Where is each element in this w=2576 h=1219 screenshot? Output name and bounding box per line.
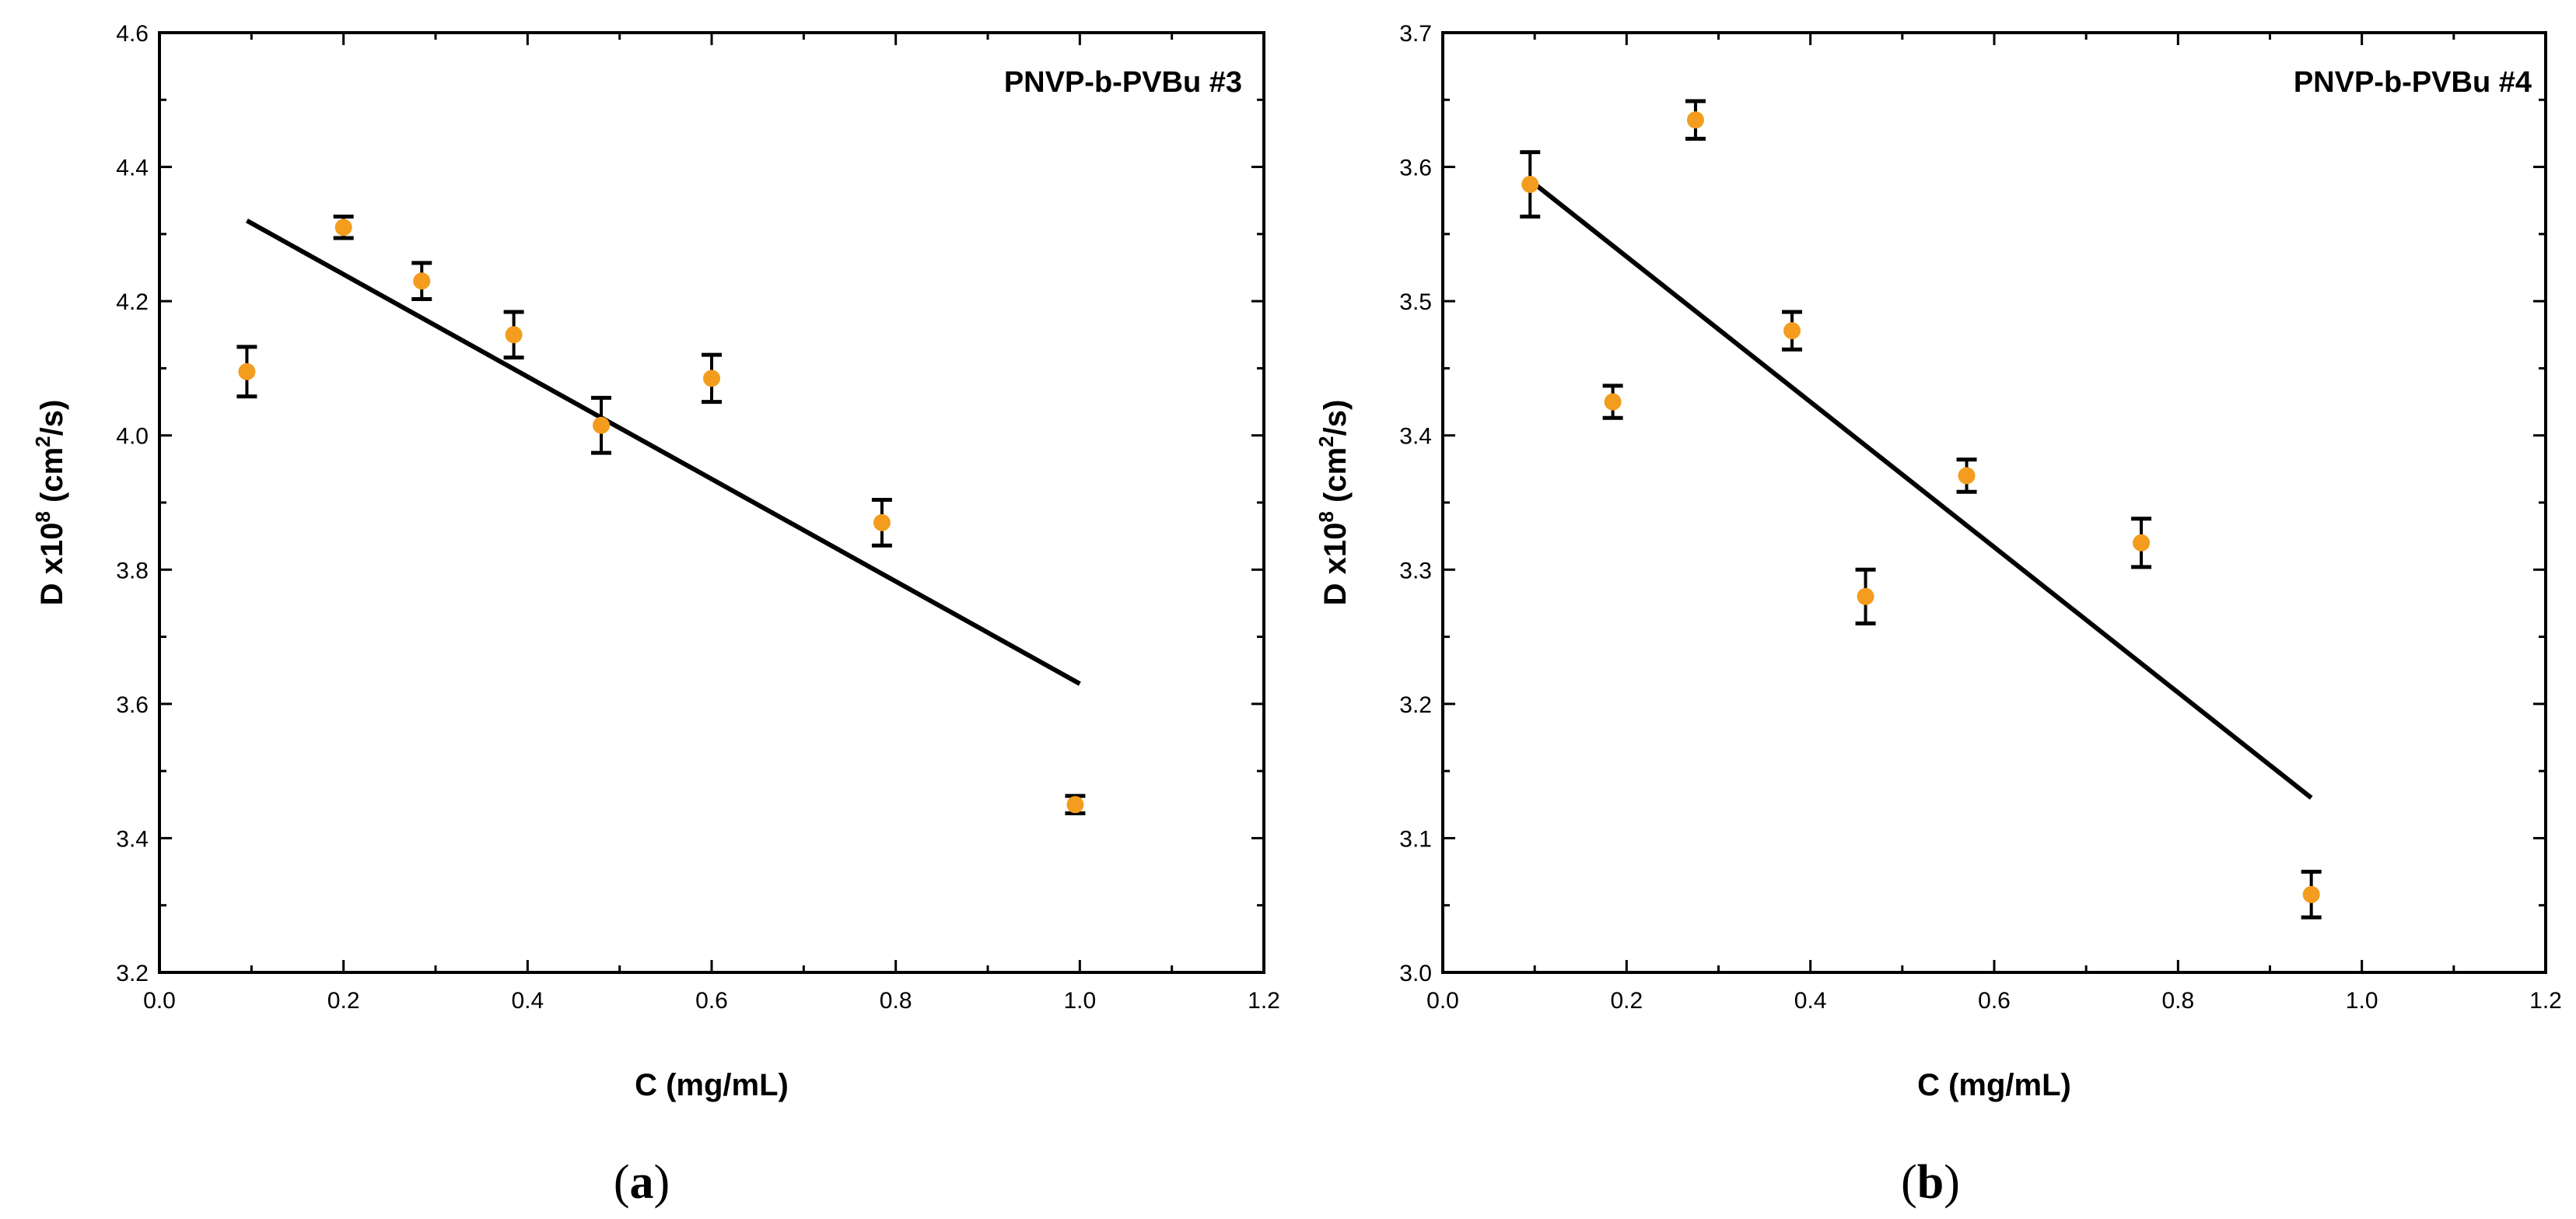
data-point (2301, 870, 2322, 920)
y-tick-label: 3.3 (1399, 558, 1432, 583)
marker (1521, 176, 1539, 194)
marker (1686, 111, 1704, 129)
x-tick-label: 0.0 (143, 988, 176, 1014)
marker (2133, 534, 2151, 552)
data-point (503, 310, 524, 360)
y-tick-label: 3.4 (116, 826, 149, 852)
x-axis-title-a: C (mg/mL) (635, 1068, 789, 1102)
y-axis-title-b-end: /s) (1318, 400, 1353, 436)
x-tick-labels-a: 0.0 0.2 0.4 0.6 0.8 1.0 1.2 (143, 988, 1280, 1014)
panel-a: 3.2 3.4 3.6 3.8 4.0 4.2 4.4 4.6 0.0 0.2 0.4 0.6 0.8… (31, 21, 1280, 1209)
y-tick-label: 3.6 (116, 692, 149, 718)
y-tick-label: 3.6 (1399, 156, 1432, 181)
marker (1604, 393, 1622, 411)
y-tick-label: 4.2 (116, 289, 149, 315)
fit-line-a (245, 218, 1081, 686)
marker (873, 513, 891, 531)
marker (1783, 322, 1801, 340)
y-tick-label: 3.2 (1399, 692, 1432, 718)
x-tick-label: 0.6 (1978, 988, 2011, 1014)
x-tick-label: 0.2 (327, 988, 360, 1014)
plot-frame-b (1441, 31, 2547, 974)
y-axis-title-a-mid: (cm (35, 447, 69, 511)
y-axis-title-a-exp1: 8 (31, 511, 54, 522)
x-tick-label: 0.8 (880, 988, 912, 1014)
y-tick-label: 3.4 (1399, 424, 1432, 450)
y-axis-title-a-exp2: 2 (31, 436, 54, 447)
x-tick-labels-b: 0.0 0.2 0.4 0.6 0.8 1.0 1.2 (1426, 988, 2562, 1014)
y-axis-title-b: D x108 (cm2/s) (1314, 400, 1353, 606)
y-tick-label: 3.5 (1399, 289, 1432, 315)
x-tick-label: 0.8 (2161, 988, 2194, 1014)
x-tick-label: 1.2 (2529, 988, 2562, 1014)
data-point (1782, 310, 1803, 352)
panel-title-a: PNVP-b-PVBu #3 (1004, 66, 1242, 99)
tick-marks-b (1441, 31, 2547, 974)
x-tick-label: 0.0 (1426, 988, 1459, 1014)
x-axis-title-b: C (mg/mL) (1917, 1068, 2071, 1102)
marker (2302, 885, 2320, 903)
y-tick-label: 4.6 (116, 21, 149, 47)
marker (1857, 587, 1874, 605)
data-point (1956, 457, 1977, 494)
y-axis-title-a-end: /s) (35, 400, 69, 436)
data-point (2131, 517, 2152, 569)
tick-marks-a (158, 31, 1265, 974)
marker (1958, 467, 1976, 485)
y-axis-title-b-mid: (cm (1318, 447, 1353, 511)
data-point (591, 395, 611, 455)
y-tick-labels-b: 3.0 3.1 3.2 3.3 3.4 3.5 3.6 3.7 (1399, 21, 1432, 986)
marker (238, 363, 256, 380)
x-tick-label: 1.2 (1248, 988, 1280, 1014)
data-point (1520, 150, 1541, 219)
y-axis-title-b-exp1: 8 (1314, 511, 1338, 522)
data-point (333, 214, 354, 240)
y-axis-title-b-exp2: 2 (1314, 436, 1338, 447)
caption-b: (b) (1901, 1156, 1960, 1209)
marker (593, 416, 610, 434)
marker (703, 370, 720, 387)
y-tick-label: 3.0 (1399, 961, 1432, 986)
y-tick-label: 4.4 (116, 156, 149, 181)
y-tick-label: 3.7 (1399, 21, 1432, 47)
caption-a-letter: a (630, 1156, 654, 1209)
y-tick-label: 4.0 (116, 424, 149, 450)
y-tick-label: 3.1 (1399, 826, 1432, 852)
marker (1066, 796, 1084, 814)
x-tick-label: 0.4 (1794, 988, 1827, 1014)
y-axis-title-b-main: D x10 (1318, 523, 1353, 606)
x-tick-label: 1.0 (1063, 988, 1096, 1014)
y-axis-title-a-main: D x10 (35, 523, 69, 606)
data-point (1685, 99, 1706, 141)
y-tick-labels-a: 3.2 3.4 3.6 3.8 4.0 4.2 4.4 4.6 (116, 21, 149, 986)
marker (334, 219, 352, 236)
data-points-a (236, 214, 1086, 816)
data-points-b (1520, 99, 2322, 920)
data-point (1855, 567, 1876, 625)
x-tick-label: 0.6 (695, 988, 728, 1014)
data-point (1065, 793, 1086, 816)
data-point (236, 345, 257, 399)
plot-frame-a (158, 31, 1265, 974)
y-tick-label: 3.2 (116, 961, 149, 986)
panel-b: 3.0 3.1 3.2 3.3 3.4 3.5 3.6 3.7 0.0 0.2 0.4 0.6 0.8… (1314, 21, 2562, 1209)
caption-b-letter: b (1917, 1156, 1944, 1209)
data-point (1602, 384, 1623, 420)
fit-line-b (1528, 178, 2313, 800)
data-point (411, 261, 432, 302)
x-tick-label: 0.4 (511, 988, 544, 1014)
y-tick-label: 3.8 (116, 558, 149, 583)
data-point (702, 352, 722, 405)
x-tick-label: 0.2 (1610, 988, 1643, 1014)
caption-a: (a) (614, 1156, 670, 1209)
marker (505, 326, 523, 344)
marker (413, 272, 431, 290)
y-axis-title-a: D x108 (cm2/s) (31, 400, 69, 606)
x-tick-label: 1.0 (2346, 988, 2378, 1014)
panel-title-b: PNVP-b-PVBu #4 (2294, 66, 2532, 99)
data-point (871, 498, 892, 548)
